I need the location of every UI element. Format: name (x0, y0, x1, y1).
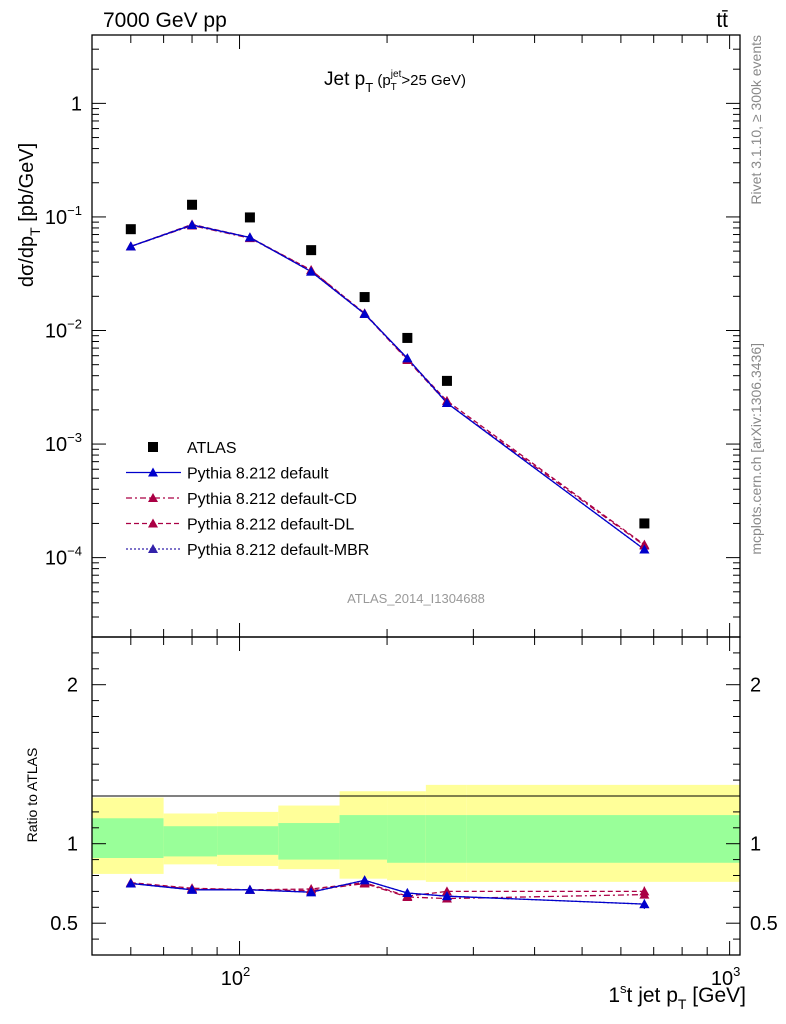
mcplots-label: mcplots.cern.ch [arXiv:1306.3436] (748, 343, 764, 555)
series-marker-solid (359, 308, 370, 318)
ratio-marker-solid (402, 887, 413, 897)
chart-title: Jet pT (pTjet>25 GeV) (324, 69, 466, 95)
series-marker-solid (402, 353, 413, 363)
axis-ticks (91, 34, 740, 956)
ratio-band-green (425, 815, 467, 863)
atlas-data-point (402, 332, 413, 343)
legend-label: Pythia 8.212 default (187, 466, 329, 483)
ratio-marker-solid (187, 884, 198, 894)
legend-marker-dashed (148, 518, 158, 528)
legend-marker-dotted (148, 544, 158, 553)
rivet-label: Rivet 3.1.10, ≥ 300k events (748, 35, 764, 205)
ratio-band-green (92, 818, 164, 859)
ratio-band-green (278, 823, 340, 860)
y-tick-label: 1 (71, 93, 82, 115)
ratio-marker-solid (441, 891, 452, 901)
ratio-lines (130, 879, 645, 905)
legend-label: Pythia 8.212 default-DL (187, 517, 354, 534)
ratio-bands (92, 784, 740, 882)
ratio-line-dashdot (130, 882, 645, 900)
svg-text:dσ/dpT [pb/GeV]: dσ/dpT [pb/GeV] (16, 143, 43, 287)
ratio-marker-solid (125, 878, 136, 888)
legend: ATLAS Pythia 8.212 default Pythia 8.212 de… (126, 440, 369, 559)
ratio-band-green (217, 826, 279, 855)
atlas-data-point (359, 292, 370, 303)
main-lines (130, 223, 645, 550)
ratio-y-label: Ratio to ATLAS (24, 748, 40, 843)
series-marker-solid (244, 232, 255, 242)
ratio-band-green (387, 815, 426, 863)
ratio-line-dashed (130, 881, 645, 897)
analysis-watermark: ATLAS_2014_I1304688 (347, 591, 485, 606)
y-tick-label: 10−1 (45, 203, 82, 229)
y-tick-label: 10−4 (45, 544, 82, 570)
legend-label: ATLAS (187, 440, 237, 457)
ratio-line-solid (130, 879, 645, 905)
legend-marker-solid (148, 467, 158, 477)
legend-marker-atlas (148, 442, 158, 452)
x-tick-labels: 102 103 (221, 964, 741, 990)
ratio-tick-label-right: 2 (750, 675, 761, 697)
ratio-tick-label-left: 2 (67, 675, 78, 697)
x-tick-label: 102 (221, 964, 250, 990)
ratio-band-green (339, 815, 388, 860)
ratio-marker-solid (244, 884, 255, 894)
legend-label: Pythia 8.212 default-CD (187, 491, 357, 508)
energy-label: 7000 GeV pp (103, 9, 227, 32)
series-marker-dashed (639, 539, 650, 549)
ratio-marker-solid (306, 887, 317, 897)
atlas-data-point (639, 518, 650, 529)
ratio-tick-label-right: 1 (750, 834, 761, 856)
ratio-tick-label-left: 0.5 (50, 913, 78, 935)
series-marker-solid (187, 219, 198, 229)
ratio-tick-labels: 2 2 1 1 0.5 0.5 (50, 675, 778, 936)
atlas-data-point (187, 199, 198, 210)
series-marker-solid (639, 544, 650, 554)
series-marker-solid (306, 266, 317, 276)
y-tick-labels: 1 10−1 10−2 10−3 10−4 (45, 93, 82, 569)
data-markers (125, 199, 650, 909)
y-tick-label: 10−2 (45, 316, 82, 342)
y-tick-label: 10−3 (45, 430, 82, 456)
ratio-marker-dashed (441, 886, 452, 896)
series-marker-solid (441, 397, 452, 407)
ratio-band-green (466, 815, 740, 863)
ratio-tick-label-right: 0.5 (750, 913, 778, 935)
series-line-solid (130, 224, 645, 550)
series-marker-solid (125, 241, 136, 251)
atlas-data-point (306, 245, 317, 256)
legend-label: Pythia 8.212 default-MBR (187, 542, 369, 559)
ratio-tick-label-left: 1 (67, 834, 78, 856)
atlas-data-point (244, 212, 255, 223)
process-label: tt̄ (716, 9, 728, 32)
x-axis-label: 1st jet pT [GeV] (608, 981, 746, 1012)
legend-marker-dashdot (148, 493, 158, 502)
atlas-data-point (125, 224, 136, 235)
ratio-band-green (163, 826, 218, 857)
ratio-marker-solid (359, 875, 370, 885)
y-axis-label: dσ/dpT [pb/GeV] (16, 143, 43, 287)
atlas-data-point (441, 375, 452, 386)
